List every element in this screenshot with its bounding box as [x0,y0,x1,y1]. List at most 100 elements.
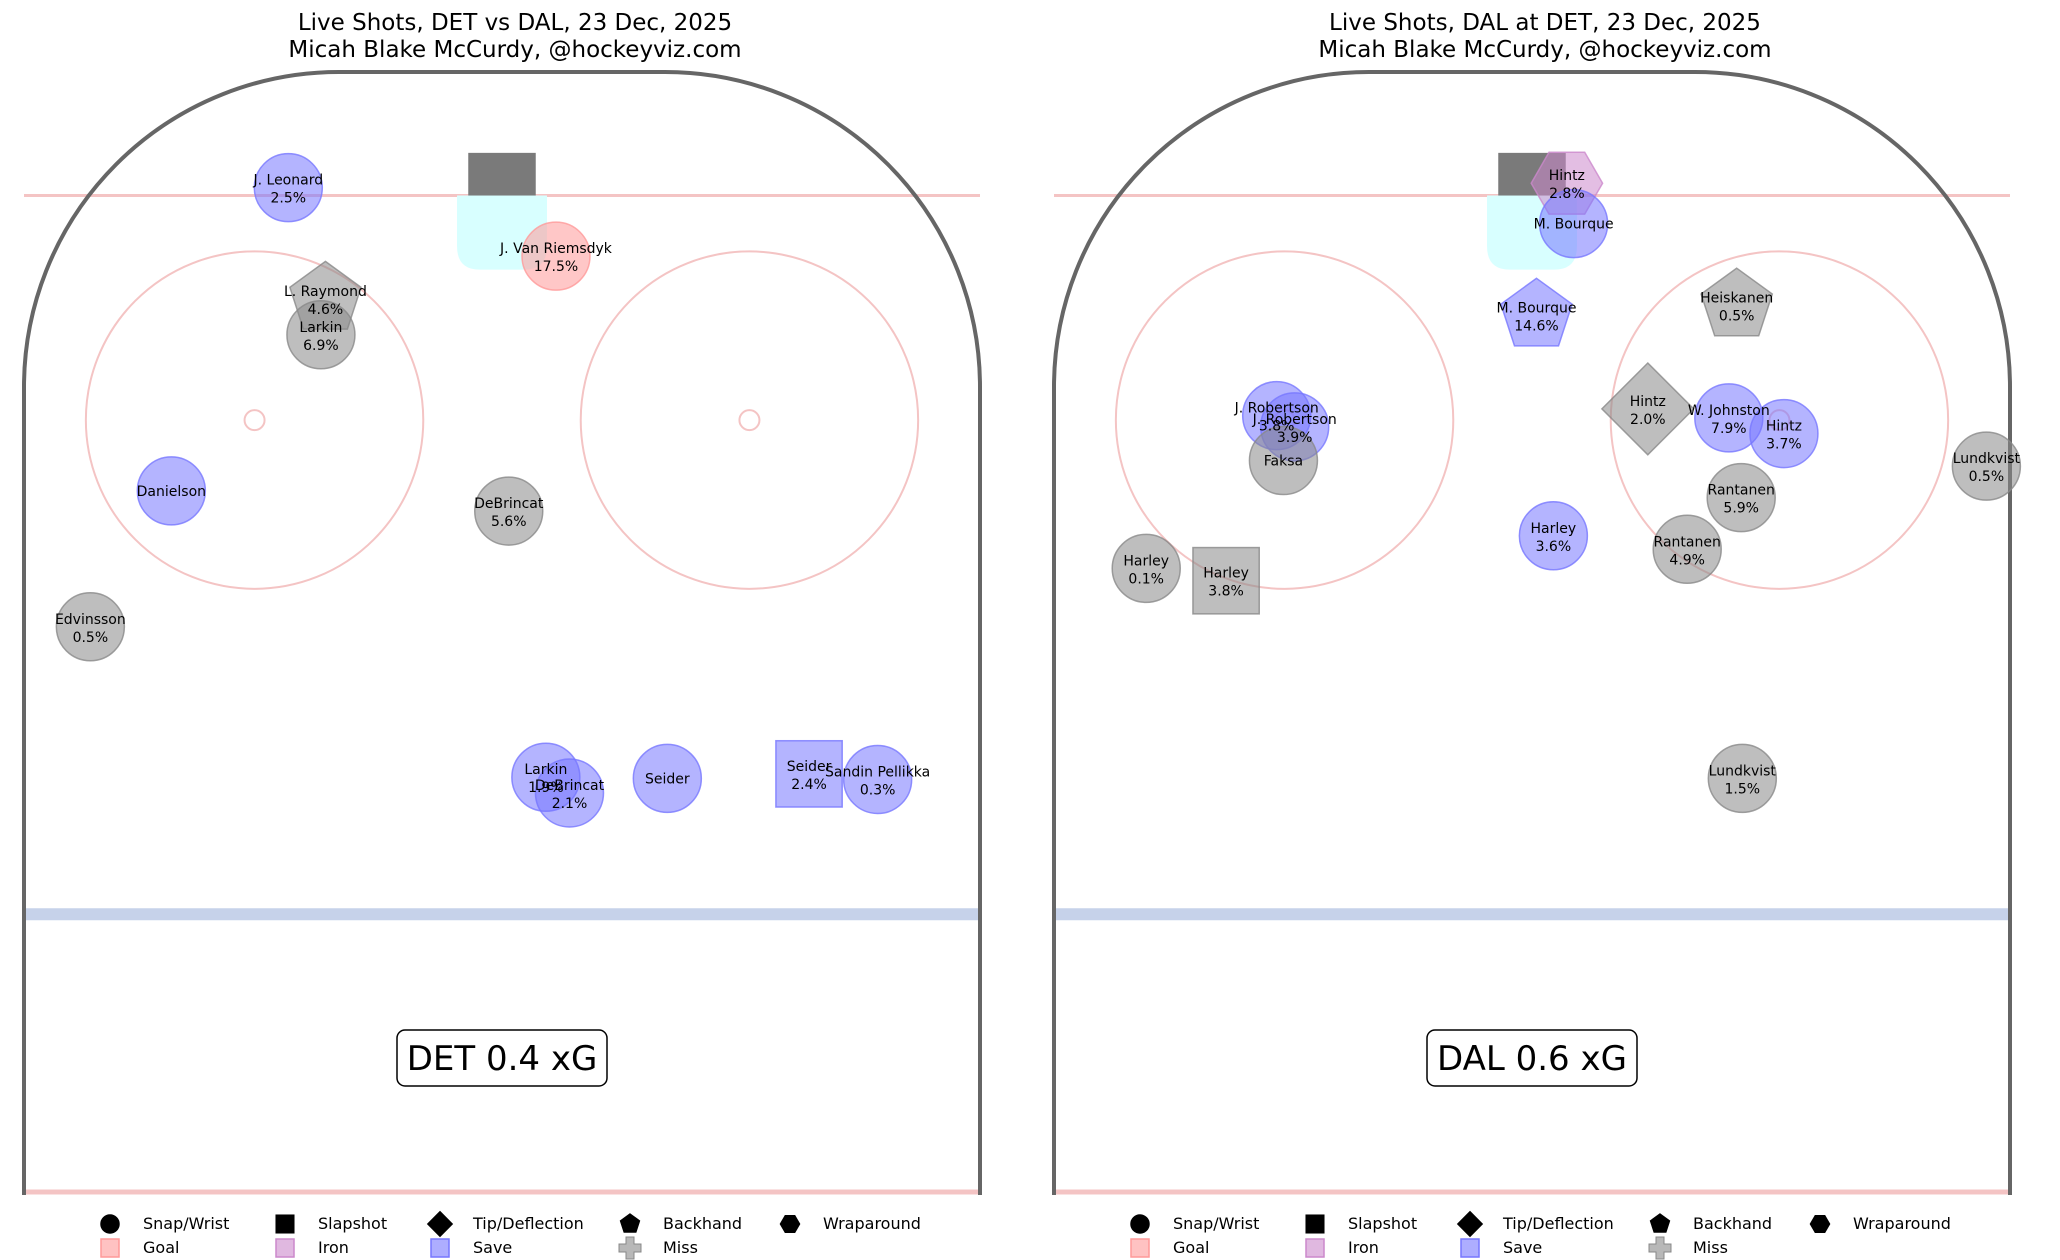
legend-outcome-marker [430,1238,450,1258]
shot-player-label: DeBrincat [474,496,544,512]
legend-outcome-marker [1305,1238,1325,1258]
shot-marker [1248,425,1319,496]
shot-xg-label: 3.9% [1277,430,1313,446]
shot-xg-label: 14.6% [1514,319,1558,335]
shot-labels: Hintz 2.8% M. Bourque M. Bourque 14.6% Heiska… [1123,168,2020,797]
shot-player-label: Hintz [1766,419,1802,435]
shot-player-label: Danielson [137,484,206,500]
title-line-1: Live Shots, DAL at DET, 23 Dec, 2025 [1329,10,1761,36]
shot-xg-label: 4.6% [308,302,344,318]
shot-marker [136,456,207,526]
left-panel: Live Shots, DET vs DAL, 23 Dec, 2025 Mic… [22,10,982,1260]
shot-marker [534,758,605,828]
faceoff-circle [84,250,425,590]
right-panel: Live Shots, DAL at DET, 23 Dec, 2025 Mic… [1030,0,2060,1260]
legend-outcome-label: Goal [1173,1238,1209,1257]
shot-marker [1749,398,1819,469]
chart-title: Live Shots, DAL at DET, 23 Dec, 2025 Mic… [1030,10,2060,64]
shot-player-label: Larkin [524,762,567,778]
shot-player-label: Harley [1203,566,1249,582]
shot-marker [1706,462,1776,533]
shot-markers [1111,151,2022,814]
shot-marker [1600,361,1695,456]
shot-player-label: W. Johnston [1688,403,1770,419]
shot-player-label: Harley [1531,521,1577,537]
shot-marker [632,743,703,814]
shot-xg-label: 0.5% [73,630,109,646]
shot-xg-label: 0.3% [860,782,896,798]
blue-line [24,908,980,921]
legend-shape-label: Slapshot [318,1214,387,1233]
legend: Snap/Wrist Slapshot Tip/Deflection Backhand… [1130,1210,1951,1260]
shot-xg-label: 1.5% [1725,781,1761,797]
shot-player-label: Hintz [1630,394,1666,410]
shot-player-label: J. Robertson [1252,412,1337,428]
shot-player-label: Faksa [1264,454,1303,470]
legend-outcome-label: Iron [318,1238,349,1257]
legend-shape-marker [1305,1214,1325,1234]
shot-xg-label: 4.9% [1669,552,1705,568]
shot-player-label: M. Bourque [1497,301,1577,317]
shot-xg-label: 0.1% [1128,571,1164,587]
faceoff-circle [579,250,920,590]
shot-player-label: J. Leonard [252,173,323,189]
shot-xg-label: 0.5% [1969,469,2005,485]
legend-outcome-marker [1130,1238,1150,1258]
legend-outcome-marker [1648,1236,1672,1260]
shot-xg-label: 3.7% [1766,437,1802,453]
shot-marker [1111,533,1181,604]
xg-total-box [396,1029,608,1087]
shot-player-label: Harley [1123,553,1169,569]
legend-outcome-marker [618,1236,642,1260]
shot-marker [1538,188,1609,259]
shot-xg-label: 3.6% [1536,539,1572,555]
shot-player-label: Larkin [299,320,342,336]
shot-xg-label: 5.6% [491,514,527,530]
title-line-2: Micah Blake McCurdy, @hockeyviz.com [1318,37,1772,63]
shot-xg-label: 2.4% [791,777,827,793]
legend-shape-marker [1809,1215,1831,1233]
xg-total-label: DET 0.4 xG [407,1039,598,1079]
shot-player-label: L. Raymond [284,284,367,300]
legend-shape-marker [1130,1214,1150,1234]
shot-marker [1707,743,1778,814]
legend-outcome-label: Miss [663,1238,698,1257]
shot-marker [473,476,544,546]
shot-xg-label: 2.1% [552,796,588,812]
faceoff-dot [738,409,761,432]
shot-player-label: Sandin Pellikka [825,764,930,780]
shot-xg-label: 3.8% [1208,584,1244,600]
legend-shape-marker [779,1215,801,1233]
legend-outcome-label: Save [1503,1238,1542,1257]
legend-outcome-label: Goal [143,1238,179,1257]
shot-marker [1700,267,1774,337]
shot-player-label: DeBrincat [535,778,605,794]
xg-total-label: DAL 0.6 xG [1437,1039,1627,1079]
faceoff-circle [1114,250,1455,590]
goal-net [468,152,536,196]
legend-shape-marker [100,1214,120,1234]
legend-outcome-label: Miss [1693,1238,1728,1257]
legend-shape-marker [1649,1213,1671,1233]
legend-shape-label: Snap/Wrist [143,1214,229,1233]
legend-outcome-marker [100,1238,120,1258]
legend-outcome-marker [1460,1238,1480,1258]
shot-xg-label: 7.9% [1711,421,1747,437]
rink-boards [1052,70,2012,1195]
legend-shape-label: Wraparound [1853,1214,1951,1233]
shot-player-label: Rantanen [1654,534,1721,550]
legend-shape-marker [1456,1210,1484,1238]
shot-marker [286,300,356,370]
legend-shape-label: Tip/Deflection [472,1214,584,1233]
shot-xg-label: 2.0% [1630,412,1666,428]
shot-player-label: Lundkvist [1953,451,2021,467]
shot-marker [775,739,843,808]
shot-labels: J. Leonard 2.5% J. Van Riemsdyk 17.5% L. Ray… [55,173,930,812]
legend-shape-marker [619,1213,641,1233]
shot-player-label: Seider [645,771,690,787]
shot-marker [1192,546,1260,615]
legend-shape-marker [275,1214,295,1234]
legend-shape-label: Tip/Deflection [1502,1214,1614,1233]
shot-player-label: M. Bourque [1534,217,1614,233]
shot-marker [1518,501,1589,571]
